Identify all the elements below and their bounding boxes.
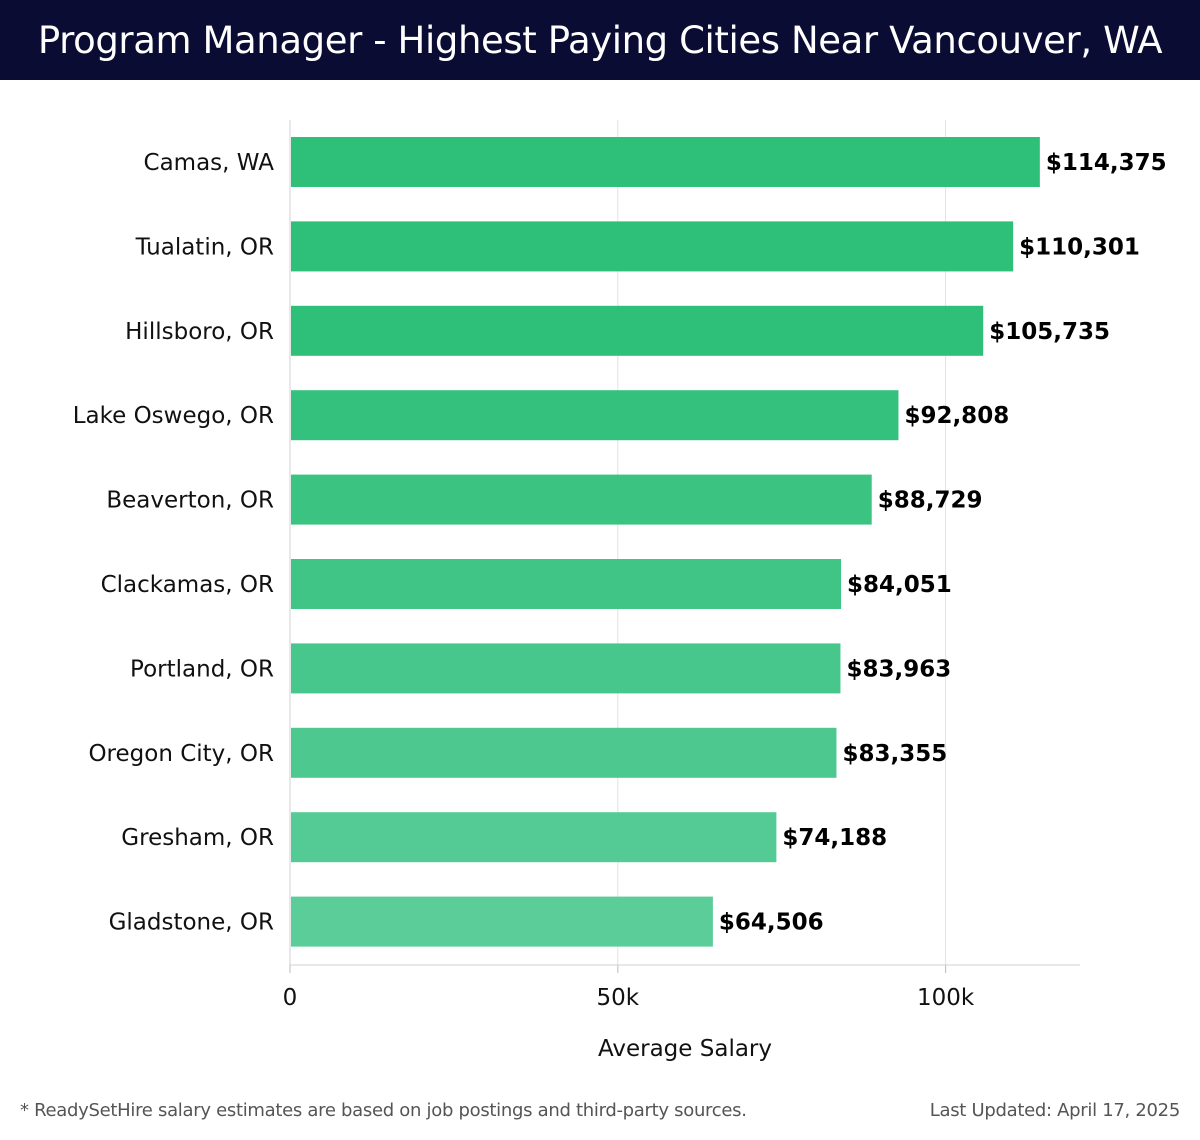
x-axis-label: Average Salary [598, 1036, 772, 1062]
x-tick-label-1: 50k [597, 985, 640, 1011]
bar-0 [291, 137, 1040, 187]
category-label-3: Lake Oswego, OR [73, 403, 274, 429]
value-label-9: $64,506 [719, 910, 824, 936]
category-label-4: Beaverton, OR [106, 488, 274, 514]
bar-chart: $114,375 $110,301 $105,735 $92,808 $88,729 $8… [73, 120, 1167, 1062]
chart-title: Program Manager - Highest Paying Cities … [37, 18, 1163, 62]
axes: 0 50k 100k Camas, WA Tualatin, OR Hillsboro, … [73, 120, 1080, 1011]
value-label-8: $74,188 [782, 825, 887, 851]
value-label-2: $105,735 [989, 319, 1110, 345]
value-label-4: $88,729 [878, 488, 983, 514]
bar-1 [291, 221, 1014, 272]
bar-2 [291, 305, 984, 356]
bar-3 [291, 390, 899, 441]
value-label-6: $83,963 [846, 656, 951, 682]
x-tick-label-2: 100k [917, 985, 975, 1011]
value-label-3: $92,808 [904, 403, 1009, 429]
bar-4 [291, 474, 872, 525]
footer-note: * ReadySetHire salary estimates are base… [20, 1100, 747, 1121]
bar-9 [291, 896, 713, 947]
value-label-1: $110,301 [1019, 234, 1140, 260]
value-label-7: $83,355 [842, 741, 947, 767]
category-label-7: Oregon City, OR [88, 741, 274, 767]
value-label-5: $84,051 [847, 572, 952, 598]
category-label-8: Gresham, OR [121, 825, 274, 851]
category-label-0: Camas, WA [144, 150, 275, 176]
bar-6 [291, 643, 841, 694]
category-label-9: Gladstone, OR [109, 910, 274, 936]
last-updated: Last Updated: April 17, 2025 [929, 1100, 1181, 1121]
category-label-5: Clackamas, OR [101, 572, 274, 598]
x-tick-label-0: 0 [283, 985, 298, 1011]
category-label-2: Hillsboro, OR [125, 319, 274, 345]
bar-5 [291, 559, 842, 609]
bar-7 [291, 727, 837, 778]
category-label-1: Tualatin, OR [135, 234, 274, 260]
value-label-0: $114,375 [1046, 150, 1167, 176]
category-label-6: Portland, OR [130, 656, 274, 682]
bar-8 [291, 812, 777, 863]
bars: $114,375 $110,301 $105,735 $92,808 $88,729 $8… [291, 137, 1167, 947]
chart-header: Program Manager - Highest Paying Cities … [0, 0, 1200, 80]
